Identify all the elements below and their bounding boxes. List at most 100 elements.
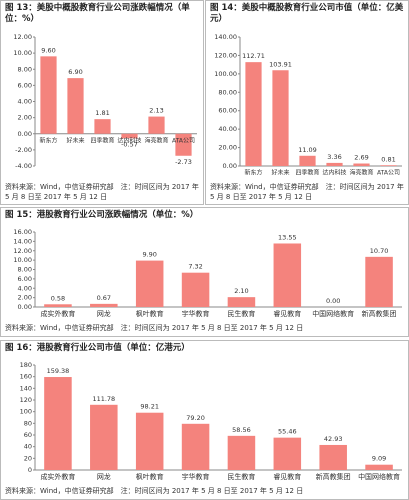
y-tick-label: 4.00 [18, 284, 32, 292]
x-tick-label: 新高教集团 [316, 472, 351, 481]
y-tick-label: -2.00 [15, 146, 32, 154]
value-label: 98.21 [140, 403, 159, 411]
x-tick-label: 达内科技 [322, 169, 346, 177]
value-label: 159.38 [47, 367, 70, 375]
x-tick-label: 宇华教育 [182, 472, 210, 481]
bar [135, 412, 164, 470]
chart-title: 图 16：港股教育行业公司市值（单位：亿港元） [5, 343, 190, 353]
y-tick-label: 180 [20, 361, 32, 369]
x-tick-label: 海亮教育 [349, 169, 373, 177]
chart-title: 图 14：美股中概股教育行业公司市值（单位：亿美元） [210, 3, 404, 24]
chart: 0.002.004.006.008.0010.0012.0014.0016.00… [13, 228, 402, 318]
y-tick-label: 60 [24, 431, 32, 439]
y-tick-label: 80 [24, 419, 32, 427]
value-label: 42.93 [324, 435, 343, 443]
value-label: 1.81 [95, 109, 109, 117]
bar [90, 303, 118, 307]
value-label: -2.73 [175, 158, 192, 166]
value-label: 2.10 [234, 287, 248, 295]
x-tick-label: 民生教育 [227, 309, 255, 318]
x-tick-label: 睿见教育 [273, 309, 301, 318]
value-label: 13.55 [278, 233, 297, 241]
value-label: 6.90 [68, 68, 82, 76]
bar [175, 133, 192, 156]
y-tick-label: 8.00 [18, 266, 32, 274]
bar [181, 423, 210, 470]
x-tick-label: 四季教育 [90, 136, 114, 144]
x-tick-label: 民生教育 [227, 472, 255, 481]
y-tick-label: 40 [24, 443, 32, 451]
x-tick-label: 网龙 [97, 309, 111, 318]
value-label: 11.09 [298, 146, 317, 154]
bar [227, 435, 256, 470]
y-tick-label: 120.00 [214, 51, 237, 59]
bar [94, 119, 111, 134]
value-label: 0.67 [97, 294, 111, 302]
value-label: 0.81 [381, 155, 395, 163]
y-tick-label: 10.00 [13, 256, 32, 264]
bar [40, 56, 57, 134]
bar [148, 116, 165, 134]
y-tick-label: 12.00 [13, 33, 32, 41]
bar [135, 260, 164, 307]
y-tick-label: -4.00 [15, 162, 32, 170]
y-tick-label: 80.00 [218, 88, 237, 96]
value-label: 79.20 [186, 414, 205, 422]
chart-title: 图 15：港股教育行业公司涨跌幅情况（单位：%） [5, 210, 199, 220]
value-label: 10.70 [370, 247, 389, 255]
value-label: 111.78 [92, 395, 115, 403]
y-tick-label: 160 [20, 373, 32, 381]
y-tick-label: 140 [20, 384, 32, 392]
bar [227, 297, 256, 307]
chart: -4.00 -2.00 0.00 2.00 4.00 6.00 8.00 10.00 12.00… [13, 33, 197, 170]
x-tick-label: 中国网络教育 [358, 472, 400, 481]
bar [273, 437, 302, 470]
chart-source: 资料来源：Wind，中信证券研究部 注：时间区间为 2017 年 5 月 8 日… [5, 324, 304, 332]
value-label: 3.36 [327, 153, 341, 161]
chart-panel: 图 13：美股中概股教育行业公司涨跌幅情况（单位：%） -4.00 -2.00 0.0… [0, 0, 204, 205]
x-tick-label: 成实外教育 [40, 472, 75, 481]
bar [44, 304, 72, 307]
bar [273, 243, 302, 307]
y-tick-label: 4.00 [18, 98, 32, 106]
bar [319, 444, 347, 470]
y-tick-label: 0.00 [18, 130, 32, 138]
x-tick-label: 枫叶教育 [136, 309, 164, 318]
value-label: 9.60 [41, 46, 55, 54]
bar [326, 162, 343, 166]
chart-source: 资料来源：Wind，中信证券研究部 注：时间区间为 2017 年 5 月 8 日… [5, 487, 304, 495]
value-label: 9.09 [372, 455, 386, 463]
bar [121, 133, 138, 139]
y-tick-label: 120 [20, 396, 32, 404]
x-tick-label: ATA公司 [172, 137, 195, 144]
x-tick-label: 枫叶教育 [136, 472, 164, 481]
bar [365, 256, 393, 307]
y-tick-label: 12.00 [13, 247, 32, 255]
x-tick-label: 网龙 [97, 472, 111, 481]
y-tick-label: 0.00 [223, 162, 237, 170]
y-tick-label: 6.00 [18, 81, 32, 89]
value-label: 0.58 [51, 294, 65, 302]
value-label: 103.91 [269, 60, 292, 68]
chart-panel: 图 14：美股中概股教育行业公司市值（单位：亿美元） 0.00 20.00 40.00… [205, 0, 409, 205]
y-tick-label: 14.00 [13, 237, 32, 245]
chart-title: 图 13：美股中概股教育行业公司涨跌幅情况（单位：%） [5, 3, 190, 24]
x-tick-label: 成实外教育 [40, 309, 75, 318]
bar [44, 377, 72, 470]
y-tick-label: 60.00 [218, 107, 237, 115]
value-label: 58.56 [232, 426, 251, 434]
value-label: 55.46 [278, 428, 297, 436]
y-tick-label: 100 [20, 408, 32, 416]
chart-source: 资料来源：Wind，中信证券研究部 注：时间区间为 2017 年 5 月 8 日… [5, 183, 199, 201]
y-tick-label: 40.00 [218, 125, 237, 133]
value-label: 0.00 [326, 297, 340, 305]
bar [365, 464, 393, 470]
chart-panel: 图 16：港股教育行业公司市值（单位：亿港元） 0 20 40 60 80 100 120 14… [0, 340, 409, 500]
bar [181, 272, 210, 307]
chart-source: 资料来源：Wind，中信证券研究部 注：时间区间为 2017 年 5 月 8 日… [210, 183, 404, 201]
x-tick-label: 中国网络教育 [312, 309, 354, 318]
chart: 0 20 40 60 80 100 120 140 160 180 159.38 成实外教育 111.7… [20, 361, 402, 481]
value-label: 112.71 [242, 52, 265, 60]
x-tick-label: 达内科技 [117, 136, 141, 144]
